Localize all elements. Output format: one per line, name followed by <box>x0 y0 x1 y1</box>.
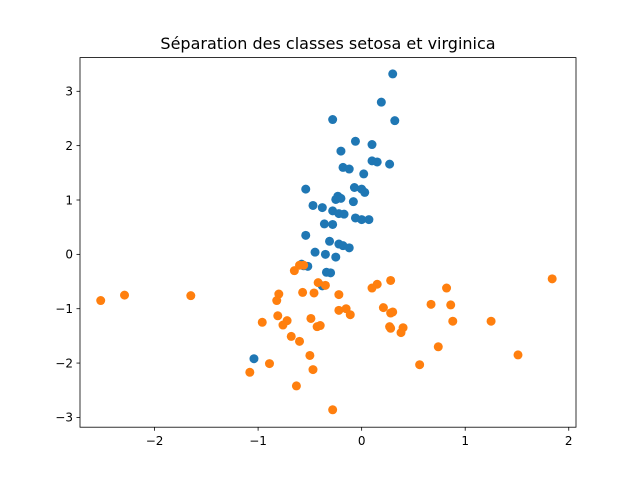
y-tick-label: 1 <box>65 193 73 207</box>
data-point <box>334 290 344 300</box>
y-tick-label: 2 <box>65 139 73 153</box>
x-tick-label: 2 <box>565 434 573 448</box>
data-point <box>325 236 335 246</box>
data-point <box>257 317 267 327</box>
data-point <box>310 247 320 257</box>
data-point <box>378 303 388 313</box>
data-point <box>372 157 382 167</box>
y-tick-label: −2 <box>55 356 73 370</box>
x-tick-label: 0 <box>358 434 366 448</box>
data-point <box>336 146 346 156</box>
data-point <box>320 280 330 290</box>
data-point <box>433 342 443 352</box>
data-point <box>315 321 325 331</box>
data-point <box>306 313 316 323</box>
data-point <box>513 350 523 360</box>
data-point <box>301 184 311 194</box>
data-point <box>348 197 358 207</box>
data-point <box>390 116 400 126</box>
series-2 <box>96 260 557 415</box>
data-point <box>345 310 355 320</box>
data-point <box>313 278 323 288</box>
data-point <box>426 299 436 309</box>
data-point <box>448 316 458 326</box>
data-point <box>245 367 255 377</box>
plot-frame <box>79 57 577 428</box>
data-point <box>357 215 367 225</box>
data-point <box>326 268 336 278</box>
data-point <box>186 291 196 301</box>
data-point <box>385 159 395 169</box>
data-point <box>309 288 319 298</box>
data-point <box>96 296 106 306</box>
data-point <box>305 350 315 360</box>
data-point <box>320 249 330 259</box>
x-tick-label: −1 <box>249 434 267 448</box>
y-tick-label: −1 <box>55 302 73 316</box>
data-point <box>360 187 370 197</box>
series-1 <box>249 69 400 364</box>
x-tick-label: −2 <box>146 434 164 448</box>
x-tick-label: 1 <box>461 434 469 448</box>
data-point <box>367 140 377 150</box>
y-tick-label: 3 <box>65 85 73 99</box>
data-point <box>264 359 274 369</box>
data-point <box>339 209 349 219</box>
data-point <box>286 331 296 341</box>
data-point <box>359 169 369 179</box>
data-point <box>328 219 338 229</box>
data-point <box>388 69 398 79</box>
data-point <box>319 219 329 229</box>
data-point <box>344 164 354 174</box>
data-point <box>308 200 318 210</box>
y-tick-label: −3 <box>55 411 73 425</box>
data-point <box>446 300 456 310</box>
data-point <box>291 381 301 391</box>
data-point <box>376 97 386 107</box>
points-layer <box>96 69 557 415</box>
data-point <box>328 115 338 125</box>
data-point <box>317 203 327 213</box>
data-point <box>331 194 341 204</box>
data-point <box>364 215 374 225</box>
data-point <box>349 183 359 192</box>
y-axis: −3 −2 −1 0 1 2 3 <box>55 85 80 425</box>
data-point <box>272 296 282 306</box>
data-point <box>299 260 309 270</box>
data-point <box>547 274 557 284</box>
x-axis: −2 −1 0 1 2 <box>146 427 573 448</box>
data-point <box>331 252 341 262</box>
data-point <box>120 290 130 300</box>
data-point <box>308 365 318 375</box>
data-point <box>386 275 396 285</box>
data-point <box>301 230 311 240</box>
data-point <box>396 328 406 338</box>
data-point <box>344 243 354 253</box>
data-point <box>249 354 259 364</box>
data-point <box>367 283 377 293</box>
data-point <box>386 308 396 318</box>
data-point <box>386 323 396 333</box>
data-point <box>328 405 338 415</box>
data-point <box>415 360 425 370</box>
data-point <box>350 136 360 146</box>
data-point <box>295 336 305 346</box>
data-point <box>298 287 308 297</box>
data-point <box>334 305 344 315</box>
data-point <box>442 283 452 293</box>
data-point <box>278 320 288 330</box>
y-tick-label: 0 <box>65 248 73 262</box>
data-point <box>486 316 496 326</box>
data-point <box>273 311 283 321</box>
chart-title: Séparation des classes setosa et virgini… <box>160 34 495 53</box>
